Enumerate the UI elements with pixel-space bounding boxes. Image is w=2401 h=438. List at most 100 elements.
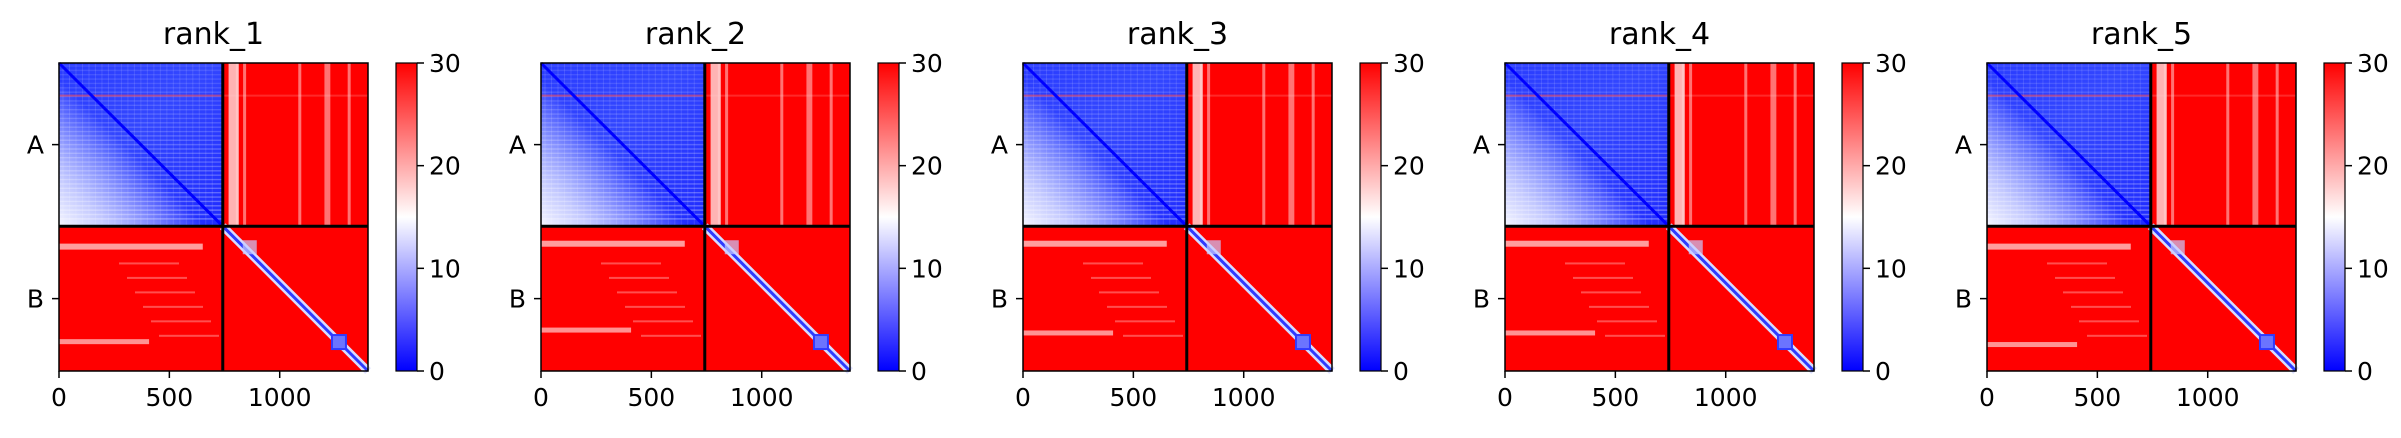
x-tick-label: 0 bbox=[1015, 383, 1031, 412]
colorbar-scale bbox=[1359, 62, 1382, 372]
faint-band bbox=[1023, 240, 1167, 247]
light-band bbox=[806, 63, 810, 227]
light-band bbox=[2255, 63, 2259, 227]
faint-band bbox=[127, 276, 187, 279]
lower-left-bands bbox=[59, 243, 219, 345]
light-band bbox=[1744, 63, 1748, 227]
light-band bbox=[2171, 63, 2175, 227]
colorbar: 0 10 20 30 bbox=[2323, 49, 2389, 386]
colorbar: 0 10 20 30 bbox=[395, 49, 461, 386]
y-tick-label: A bbox=[991, 131, 1008, 160]
diagonal-a bbox=[539, 61, 706, 228]
domain-square bbox=[812, 334, 829, 351]
faint-band bbox=[1115, 320, 1175, 323]
light-band bbox=[2226, 63, 2230, 227]
diagonal-a bbox=[1985, 61, 2152, 228]
domain-blob bbox=[2170, 240, 2185, 255]
domain-blob bbox=[242, 240, 257, 255]
faint-band bbox=[641, 334, 701, 337]
light-band bbox=[725, 63, 729, 227]
light-band bbox=[1199, 63, 1203, 227]
light-band bbox=[347, 63, 351, 227]
light-band bbox=[298, 63, 302, 227]
light-band bbox=[1192, 63, 1203, 227]
domain-blob bbox=[724, 240, 739, 255]
colorbar-tick-label: 0 bbox=[1875, 357, 1891, 386]
faint-band bbox=[1083, 262, 1143, 265]
panel-frame bbox=[540, 62, 851, 372]
panel-frame bbox=[1986, 62, 2297, 372]
colorbar-tick-label: 20 bbox=[1875, 152, 1907, 181]
diagonal-a bbox=[1503, 61, 1670, 228]
faint-band bbox=[1505, 330, 1596, 336]
upper-right-bands bbox=[228, 63, 351, 227]
light-band bbox=[2275, 63, 2279, 227]
panel-2: rank_2 A B 0 500 1000 0 10 20 30 bbox=[509, 17, 943, 412]
domain-square bbox=[1294, 334, 1311, 351]
x-tick-label: 1000 bbox=[2176, 383, 2240, 412]
faint-band bbox=[1581, 291, 1641, 294]
y-tick-label: B bbox=[991, 285, 1008, 314]
faint-band bbox=[2063, 291, 2123, 294]
upper-right-bands bbox=[1192, 63, 1315, 227]
diagonal-a bbox=[57, 61, 224, 228]
y-tick-label: A bbox=[1473, 131, 1490, 160]
block-a-a-stripes bbox=[1987, 63, 2151, 227]
light-band bbox=[1311, 63, 1315, 227]
y-tick-label: A bbox=[1955, 131, 1972, 160]
panel-title: rank_2 bbox=[645, 17, 746, 52]
colorbar-tick-label: 30 bbox=[1393, 49, 1425, 78]
upper-right-bands bbox=[1674, 63, 1797, 227]
panel-3: rank_3 A B 0 500 1000 0 10 20 30 bbox=[991, 17, 1425, 412]
colorbar-tick-label: 30 bbox=[2357, 49, 2389, 78]
light-band bbox=[327, 63, 331, 227]
light-band bbox=[324, 63, 328, 227]
faint-band bbox=[2071, 305, 2131, 308]
colorbar-tick-label: 10 bbox=[1393, 254, 1425, 283]
faint-band bbox=[59, 243, 203, 250]
upper-right-bands bbox=[710, 63, 833, 227]
faint-band bbox=[617, 291, 677, 294]
panel-1: rank_1 A B 0 500 1000 0 10 20 30 bbox=[27, 17, 461, 412]
colorbar: 0 10 20 30 bbox=[1359, 49, 1425, 386]
faint-band bbox=[625, 305, 685, 308]
light-band bbox=[1291, 63, 1295, 227]
x-tick-label: 1000 bbox=[730, 383, 794, 412]
light-band bbox=[1207, 63, 1211, 227]
faint-band bbox=[2047, 262, 2107, 265]
y-tick-label: A bbox=[27, 131, 44, 160]
faint-band bbox=[1597, 320, 1657, 323]
faint-band bbox=[143, 305, 203, 308]
x-tick-label: 500 bbox=[2073, 383, 2121, 412]
diagonal-a bbox=[1021, 61, 1188, 228]
colorbar: 0 10 20 30 bbox=[1841, 49, 1907, 386]
colorbar-tick-label: 0 bbox=[429, 357, 445, 386]
faint-band bbox=[1505, 240, 1649, 247]
domain-blob bbox=[1688, 240, 1703, 255]
faint-band bbox=[541, 240, 685, 247]
light-band bbox=[1288, 63, 1292, 227]
faint-band bbox=[59, 339, 150, 345]
block-a-a-stripes bbox=[59, 63, 223, 227]
upper-right-bands bbox=[2156, 63, 2279, 227]
lower-left-bands bbox=[541, 240, 701, 337]
y-tick-label: B bbox=[27, 285, 44, 314]
panel-4: rank_4 A B 0 500 1000 0 10 20 30 bbox=[1473, 17, 1907, 412]
y-tick-label: B bbox=[1473, 285, 1490, 314]
colorbar-tick-label: 0 bbox=[1393, 357, 1409, 386]
panel-5: rank_5 A B 0 500 1000 0 10 20 30 bbox=[1955, 17, 2389, 412]
lower-left-bands bbox=[1987, 243, 2147, 348]
faint-band bbox=[1099, 291, 1159, 294]
colorbar-scale bbox=[395, 62, 418, 372]
colorbar-tick-label: 30 bbox=[1875, 49, 1907, 78]
faint-band bbox=[633, 320, 693, 323]
light-band bbox=[717, 63, 721, 227]
faint-band bbox=[609, 276, 669, 279]
x-tick-label: 500 bbox=[145, 383, 193, 412]
light-band bbox=[1681, 63, 1685, 227]
colorbar-tick-label: 10 bbox=[911, 254, 943, 283]
panel-title: rank_4 bbox=[1609, 17, 1710, 52]
colorbar: 0 10 20 30 bbox=[877, 49, 943, 386]
